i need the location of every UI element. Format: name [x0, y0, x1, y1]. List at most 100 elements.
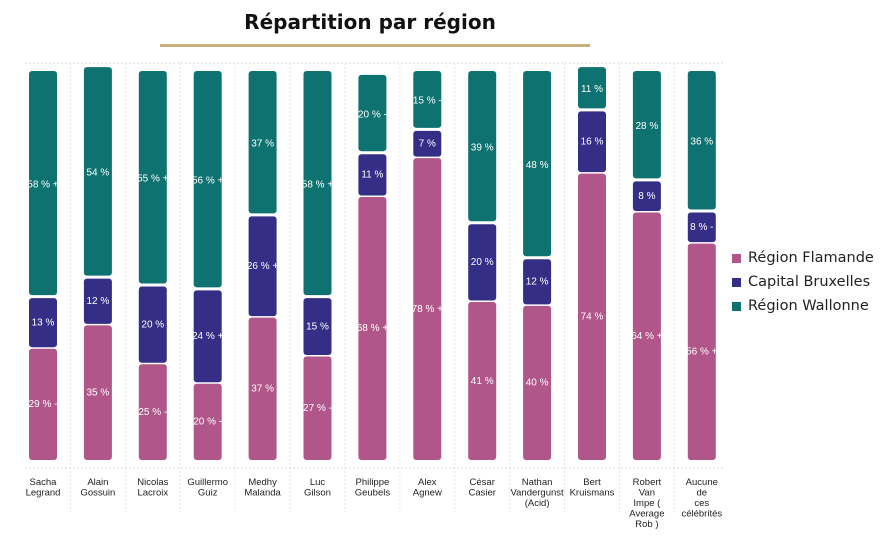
- bar-segment[interactable]: [248, 71, 277, 214]
- bar-segment[interactable]: [632, 71, 661, 179]
- data-label: 41 %: [471, 376, 494, 387]
- data-label: 28 %: [636, 121, 659, 132]
- data-label: 24 % +: [192, 331, 224, 342]
- category-label: Luc Gilson: [304, 477, 331, 499]
- legend: Région Flamande Capital Bruxelles Région W…: [732, 246, 874, 318]
- data-label: 20 %: [141, 319, 164, 330]
- bar-segment[interactable]: [83, 278, 112, 324]
- data-label: 48 %: [526, 160, 549, 171]
- data-label: 7 %: [419, 138, 436, 149]
- bar-segment[interactable]: [468, 224, 497, 301]
- category-label: Philippe Geubels: [355, 477, 391, 499]
- data-label: 12 %: [526, 277, 549, 288]
- bar-segment[interactable]: [523, 71, 552, 257]
- data-label: 27 % -: [303, 403, 332, 414]
- category-label: Guillermo Guiz: [187, 477, 228, 499]
- data-label: 54 %: [87, 168, 110, 179]
- bar-segment[interactable]: [523, 259, 552, 305]
- data-label: 64 % +: [631, 331, 663, 342]
- data-label: 15 % -: [413, 96, 442, 107]
- data-label: 20 %: [471, 257, 494, 268]
- data-label: 11 %: [361, 170, 383, 181]
- data-label: 26 % +: [247, 261, 279, 272]
- data-label: 68 % +: [357, 323, 389, 334]
- data-label: 78 % +: [412, 304, 444, 315]
- bar-segment[interactable]: [29, 71, 57, 296]
- bar-segment[interactable]: [303, 356, 332, 460]
- chart-title: Répartition par région: [244, 10, 496, 34]
- bar-segment[interactable]: [687, 243, 716, 460]
- bar-segment[interactable]: [83, 325, 112, 460]
- legend-label: Capital Bruxelles: [748, 274, 871, 290]
- data-label: 25 % -: [138, 407, 167, 418]
- bar-segment[interactable]: [193, 71, 222, 288]
- bar-segment[interactable]: [687, 71, 716, 210]
- bar-segment[interactable]: [138, 286, 167, 363]
- bar-segment[interactable]: [358, 154, 387, 196]
- category-label: César Casier: [468, 477, 495, 499]
- category-label: Robert Van Impe (Average Rob ): [629, 477, 664, 530]
- data-label: 8 % -: [690, 222, 713, 233]
- data-label: 37 %: [251, 138, 274, 149]
- bar-segment[interactable]: [632, 181, 661, 212]
- legend-swatch: [732, 277, 741, 287]
- data-label: 13 %: [32, 317, 55, 328]
- legend-swatch: [732, 301, 741, 311]
- data-label: 12 %: [87, 296, 110, 307]
- category-label: Medhy Malanda: [244, 477, 281, 499]
- bar-segment[interactable]: [687, 212, 716, 243]
- bar-segment[interactable]: [632, 212, 661, 460]
- bar-segment[interactable]: [193, 290, 222, 383]
- legend-item: Région Flamande: [732, 246, 874, 270]
- bar-segment[interactable]: [413, 130, 442, 157]
- bar-segment[interactable]: [413, 71, 442, 128]
- legend-swatch: [732, 253, 741, 263]
- bar-segment[interactable]: [303, 298, 332, 355]
- data-label: 11 %: [581, 84, 603, 95]
- bar-segment[interactable]: [83, 67, 112, 276]
- bar-segment[interactable]: [578, 173, 606, 460]
- bar-segment[interactable]: [358, 196, 387, 461]
- title-underline: [160, 44, 590, 47]
- data-label: 39 %: [471, 142, 494, 153]
- bar-segment[interactable]: [248, 216, 277, 317]
- bar-segment[interactable]: [578, 111, 606, 173]
- data-label: 29 % -: [29, 399, 58, 410]
- bar-segment[interactable]: [468, 71, 497, 222]
- legend-label: Région Wallonne: [748, 298, 869, 314]
- data-label: 36 %: [690, 137, 713, 148]
- category-label: Aucune de ces célébrités: [681, 477, 722, 520]
- data-label: 56 % +: [192, 175, 224, 186]
- legend-item: Région Wallonne: [732, 294, 874, 318]
- bar-segment[interactable]: [248, 317, 277, 460]
- data-label: 20 % -: [193, 417, 222, 428]
- legend-label: Région Flamande: [748, 250, 874, 266]
- bar-segment[interactable]: [413, 158, 442, 460]
- bar-segment[interactable]: [29, 348, 57, 460]
- data-label: 55 % +: [137, 173, 169, 184]
- bar-segment[interactable]: [358, 74, 387, 152]
- bar-segment[interactable]: [468, 302, 497, 460]
- bar-segment[interactable]: [29, 298, 57, 348]
- bar-segment[interactable]: [523, 305, 552, 460]
- category-label: Alain Gossuin: [80, 477, 115, 499]
- category-label: Alex Agnew: [413, 477, 442, 499]
- bar-segment[interactable]: [138, 364, 167, 460]
- data-label: 56 % +: [686, 347, 718, 358]
- category-label: Nicolas Lacroix: [137, 477, 168, 499]
- bar-segment[interactable]: [138, 71, 167, 284]
- data-label: 20 % -: [358, 109, 387, 120]
- data-label: 40 %: [526, 378, 549, 389]
- data-label: 8 %: [638, 191, 655, 202]
- bar-segment[interactable]: [578, 67, 606, 109]
- bar-segment[interactable]: [193, 383, 222, 460]
- category-label: Bert Kruismans: [570, 477, 615, 499]
- data-label: 58 % +: [27, 179, 59, 190]
- data-label: 15 %: [306, 321, 329, 332]
- data-label: 37 %: [251, 384, 274, 395]
- category-label: Nathan Vandergunst (Acid): [511, 477, 565, 509]
- bar-segment[interactable]: [303, 71, 332, 296]
- data-label: 74 %: [581, 312, 604, 323]
- legend-item: Capital Bruxelles: [732, 270, 874, 294]
